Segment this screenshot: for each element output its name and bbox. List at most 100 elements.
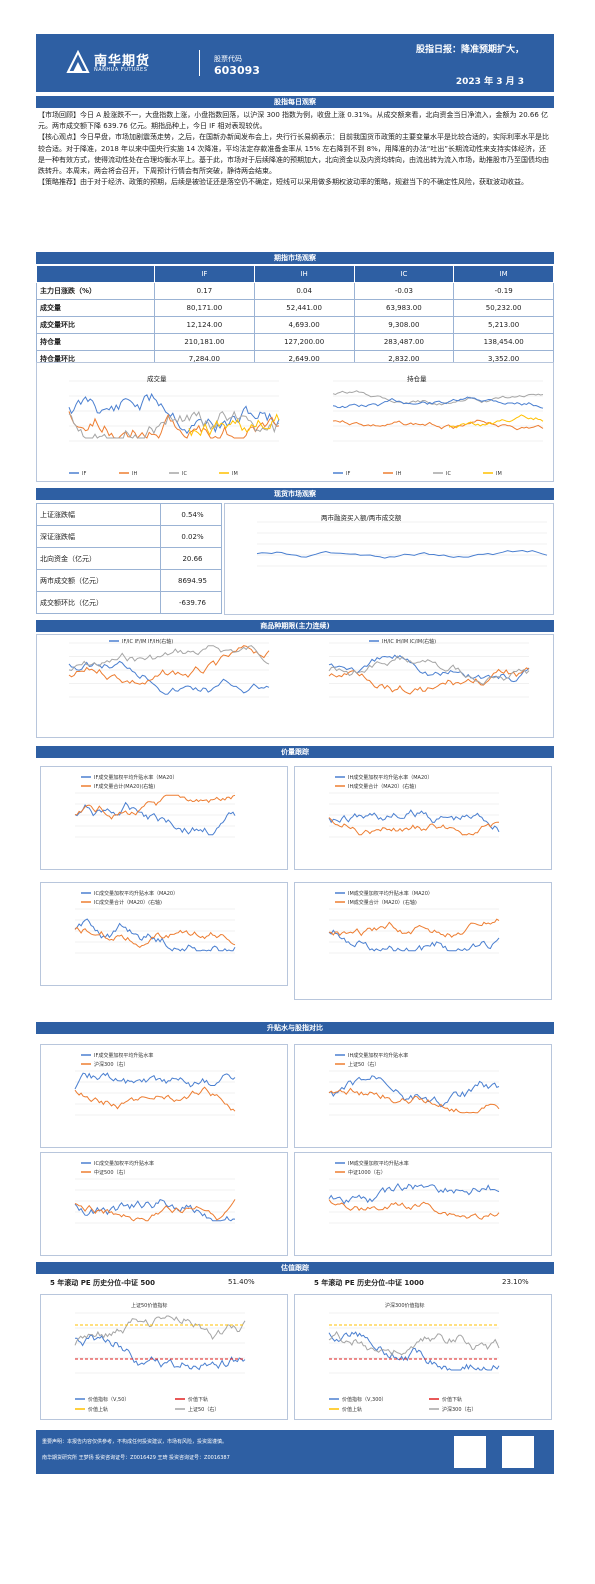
series-line — [328, 655, 530, 686]
series-line — [328, 817, 499, 836]
series-line — [74, 926, 236, 949]
cross-ratio-chart-if: IF/IC IF/IM IF/IH(右轴) — [68, 638, 270, 698]
pv-im-panel: IM成交量加权平均升贴水率（MA20） IM成交量合计（MA20）(右轴) — [294, 882, 552, 1000]
spot-table-row: 成交额环比（亿元） -639.76 — [36, 591, 222, 614]
legend-label: IM成交量合计（MA20）(右轴) — [348, 899, 417, 906]
legend-label: IM成交量加权平均升贴水率 — [348, 1160, 409, 1167]
series-line — [328, 929, 500, 952]
futures-table-row: 成交量 80,171.00 52,441.00 63,983.00 50,232.00 — [36, 299, 554, 317]
table-cell: 0.02% — [160, 525, 222, 548]
legend-label: IM — [496, 471, 502, 477]
row-label: 深证涨跌幅 — [36, 525, 161, 548]
row-label: 北向资金（亿元） — [36, 547, 161, 570]
table-cell: 283,487.00 — [353, 333, 455, 351]
col-header: IC — [353, 265, 455, 283]
pv-ih-chart: IH成交量加权平均升贴水率（MA20） IH成交量合计（MA20）(右轴) — [328, 774, 500, 838]
table-cell: 9,308.00 — [353, 316, 455, 334]
series-line — [74, 1086, 236, 1112]
row-label: 成交额环比（亿元） — [36, 591, 161, 614]
section-spot: 现货市场观察 — [36, 488, 554, 500]
volume-chart: IF IH IC IM — [68, 380, 280, 477]
legend-label: IF — [346, 471, 350, 477]
volume-chart-title: 成交量 — [147, 375, 167, 383]
series-line — [68, 660, 270, 695]
row-label: 主力日涨跌（%） — [36, 282, 155, 300]
legend-label: 上证50（右） — [188, 1406, 219, 1413]
table-cell: 12,124.00 — [154, 316, 255, 334]
legend-label: IH/IC IH/IM IC/IM(右轴) — [382, 638, 436, 645]
prem-ic-panel: IC成交量加权平均升贴水率 中证500（右） — [40, 1152, 288, 1256]
analyst-info: 南华期货研究所 王梦扬 投资咨询证号：Z0016429 王琦 投资咨询证号：Z0… — [42, 1455, 230, 1461]
futures-table-row: 持仓量 210,181.00 127,200.00 283,487.00 138,454… — [36, 333, 554, 351]
legend-label: IF — [82, 471, 86, 477]
series-line — [328, 918, 500, 938]
chart-title: 上证50价值指标 — [131, 1302, 167, 1309]
disclaimer: 重要声明：本报告内容仅供参考，不构成任何投资建议，市场有风险，投资需谨慎。 — [42, 1439, 228, 1445]
series-line — [74, 1199, 236, 1222]
daily-text: 【市场回顾】今日 A 股涨跌不一，大盘指数上涨，小盘指数回落，以沪深 300 指… — [38, 110, 552, 188]
pv-if-panel: IF成交量加权平均升贴水率（MA20） IF成交量合计(MA20)(右轴) — [40, 766, 288, 870]
legend: IF IH IC IM — [333, 471, 502, 477]
volume-oi-panel: IF IH IC IM IF IH IC IM 成交量 持仓量 — [36, 362, 554, 482]
series-line — [74, 1072, 236, 1090]
futures-table-header: IF IH IC IM — [36, 265, 554, 283]
legend-label: 沪深300（右） — [442, 1406, 477, 1413]
legend-label: IC — [182, 471, 187, 477]
legend-label: 价值上轨 — [342, 1406, 362, 1413]
row-label: 两市成交额（亿元） — [36, 569, 161, 592]
legend-label: 价值上轨 — [88, 1406, 108, 1413]
series-line — [68, 410, 280, 439]
table-cell: 80,171.00 — [154, 299, 255, 317]
legend-label: IC成交量合计（MA20）(右轴) — [94, 899, 162, 906]
table-cell: -0.19 — [453, 282, 554, 300]
legend-label: 上证50（右） — [348, 1061, 379, 1068]
futures-table: IF IH IC IM 主力日涨跌（%） 0.17 0.04 -0.03 -0.19 成交… — [36, 265, 554, 368]
prem-if-panel: IF成交量加权平均升贴水率 沪深300（右） — [40, 1044, 288, 1148]
margin-chart-title: 两市融资买入额/两市成交额 — [321, 514, 402, 522]
nanhua-logo-icon — [66, 50, 90, 73]
table-cell: 0.17 — [154, 282, 255, 300]
nanhua-logo: 南华期货 NANHUA FUTURES — [66, 48, 216, 78]
row-label: 成交量 — [36, 299, 155, 317]
margin-chart-panel: 两市融资买入额/两市成交额 — [224, 503, 554, 615]
legend-label: IF成交量合计(MA20)(右轴) — [94, 783, 155, 790]
series-line — [68, 645, 270, 671]
prem-im-panel: IM成交量加权平均升贴水率 中证1000（右） — [294, 1152, 552, 1256]
series-line — [328, 667, 530, 695]
stock-code: 603093 — [214, 64, 260, 77]
legend: IF IH IC IM — [69, 471, 238, 477]
section-price-volume: 价量跟踪 — [36, 746, 554, 758]
legend-label: IC — [446, 471, 451, 477]
open-interest-chart: IF IH IC IM — [332, 380, 544, 477]
series-line — [328, 1331, 500, 1371]
pv-ic-chart: IC成交量加权平均升贴水率（MA20） IC成交量合计（MA20）(右轴) — [74, 890, 236, 954]
spot-table: 上证涨跌幅 0.54% 深证涨跌幅 0.02% 北向资金（亿元） 20.66 两市成交额（亿… — [36, 503, 222, 614]
legend-label: 中证500（右） — [94, 1169, 129, 1176]
core-view: 【核心观点】今日早盘，市场加剧震荡走势，之后，在国新办新闻发布会上，央行行长易纲… — [38, 133, 549, 176]
hs300-value-panel: 沪深300价值指标 价值指标（V,300） 价值下轨 价值上轨 沪深300（右） — [294, 1294, 552, 1420]
series-line — [68, 392, 280, 435]
row-label: 持仓量 — [36, 333, 155, 351]
series-line — [188, 413, 280, 437]
stock-code-label: 股票代码 — [214, 55, 242, 63]
futures-table-row: 主力日涨跌（%） 0.17 0.04 -0.03 -0.19 — [36, 282, 554, 300]
chart-title: 沪深300价值指标 — [385, 1302, 425, 1309]
qr-code-icon[interactable] — [454, 1436, 486, 1468]
table-cell: 52,441.00 — [253, 299, 355, 317]
table-cell: -639.76 — [160, 591, 222, 614]
logo-text-en: NANHUA FUTURES — [94, 67, 148, 73]
valuation-percentile-row: 5 年滚动 PE 历史分位-中证 500 51.40% 5 年滚动 PE 历史分… — [36, 1276, 554, 1290]
qr-code-icon[interactable] — [502, 1436, 534, 1468]
table-cell: 0.54% — [160, 503, 222, 526]
legend-label: IH成交量加权平均升贴水率（MA20） — [348, 774, 432, 781]
series-line — [74, 1315, 246, 1346]
table-cell: 0.04 — [253, 282, 355, 300]
series-line — [328, 1182, 500, 1205]
